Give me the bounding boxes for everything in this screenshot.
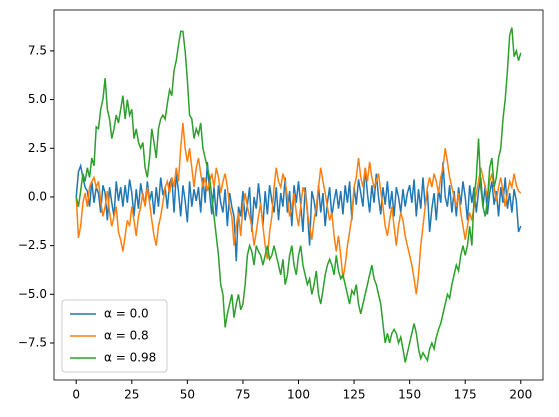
x-tick-label: 75 [235, 388, 250, 402]
y-tick-label: 5.0 [28, 92, 47, 106]
legend-box [61, 299, 168, 373]
x-tick-label: 175 [454, 388, 477, 402]
axes-frame [53, 9, 544, 381]
x-tick-label: 0 [72, 388, 80, 402]
x-tick-label: 25 [124, 388, 139, 402]
x-tick-label: 125 [343, 388, 366, 402]
y-tick-label: 7.5 [28, 43, 47, 57]
x-tick-label: 50 [180, 388, 195, 402]
y-tick-label: 2.5 [28, 141, 47, 155]
y-tick-label: −2.5 [18, 238, 47, 252]
y-tick-label: −5.0 [18, 287, 47, 301]
legend-label: α = 0.0 [104, 307, 149, 321]
x-tick-label: 150 [398, 388, 421, 402]
legend-label: α = 0.8 [104, 329, 149, 343]
series-line [75, 161, 522, 262]
x-tick-label: 100 [287, 388, 310, 402]
series-line [75, 27, 522, 363]
series-line [75, 122, 522, 295]
y-tick-label: −7.5 [18, 336, 47, 350]
y-tick-label: 0.0 [28, 189, 47, 203]
legend-label: α = 0.98 [104, 351, 156, 365]
x-tick-label: 200 [509, 388, 532, 402]
